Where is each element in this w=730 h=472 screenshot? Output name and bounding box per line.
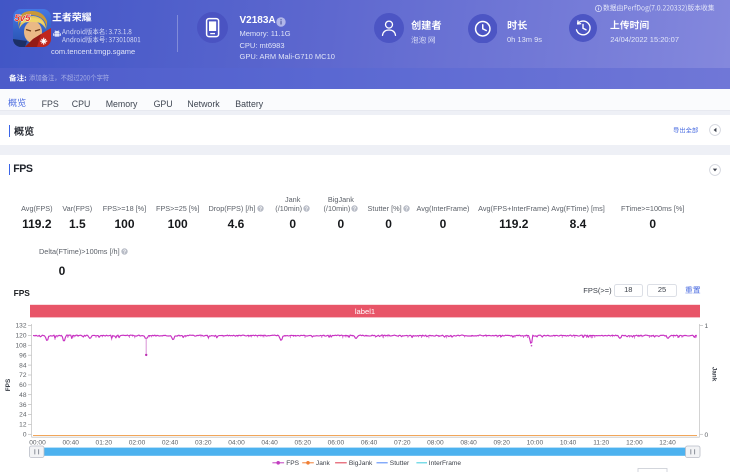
svg-text:04:40: 04:40 — [261, 439, 278, 446]
svg-text:132: 132 — [15, 323, 26, 330]
svg-text:04:00: 04:00 — [228, 439, 245, 446]
svg-text:Jank: Jank — [710, 367, 717, 382]
svg-text:?: ? — [353, 207, 356, 213]
svg-text:06:40: 06:40 — [361, 439, 378, 446]
svg-text:84: 84 — [19, 362, 27, 369]
svg-text:?: ? — [258, 207, 261, 213]
svg-text:Jank: Jank — [316, 460, 331, 467]
svg-text:60: 60 — [19, 382, 27, 389]
svg-text:Stutter: Stutter — [390, 460, 410, 467]
svg-text:24: 24 — [19, 412, 27, 419]
svg-text:09:20: 09:20 — [493, 439, 510, 446]
svg-text:?: ? — [123, 250, 126, 256]
svg-text:1: 1 — [705, 323, 709, 330]
svg-text:48: 48 — [19, 392, 27, 399]
svg-text:label1: label1 — [355, 307, 375, 316]
svg-text:BigJank: BigJank — [349, 460, 373, 467]
svg-text:00:00: 00:00 — [29, 439, 46, 446]
svg-text:06:00: 06:00 — [328, 439, 345, 446]
svg-text:0: 0 — [23, 432, 27, 439]
svg-text:InterFrame: InterFrame — [429, 460, 462, 467]
svg-text:12:40: 12:40 — [659, 439, 676, 446]
svg-text:?: ? — [405, 207, 408, 213]
svg-text:108: 108 — [15, 343, 26, 350]
svg-text:36: 36 — [19, 402, 27, 409]
svg-text:FPS: FPS — [5, 378, 12, 391]
svg-text:?: ? — [305, 207, 308, 213]
svg-text:08:00: 08:00 — [427, 439, 444, 446]
svg-text:0: 0 — [705, 432, 709, 439]
svg-text:07:20: 07:20 — [394, 439, 411, 446]
svg-text:00:40: 00:40 — [62, 439, 79, 446]
svg-text:02:00: 02:00 — [129, 439, 146, 446]
svg-text:12: 12 — [19, 422, 27, 429]
svg-text:08:40: 08:40 — [460, 439, 477, 446]
svg-text:10:00: 10:00 — [527, 439, 544, 446]
svg-text:10:40: 10:40 — [560, 439, 577, 446]
svg-text:120: 120 — [15, 333, 26, 340]
svg-text:5v5: 5v5 — [15, 13, 32, 24]
svg-text:72: 72 — [19, 372, 27, 379]
svg-text:12:00: 12:00 — [626, 439, 643, 446]
svg-text:96: 96 — [19, 352, 27, 359]
svg-text:11:20: 11:20 — [593, 439, 609, 446]
svg-text:02:40: 02:40 — [162, 439, 179, 446]
svg-text:05:20: 05:20 — [295, 439, 312, 446]
svg-text:03:20: 03:20 — [195, 439, 212, 446]
svg-text:01:20: 01:20 — [96, 439, 113, 446]
svg-text:FPS: FPS — [286, 460, 299, 467]
